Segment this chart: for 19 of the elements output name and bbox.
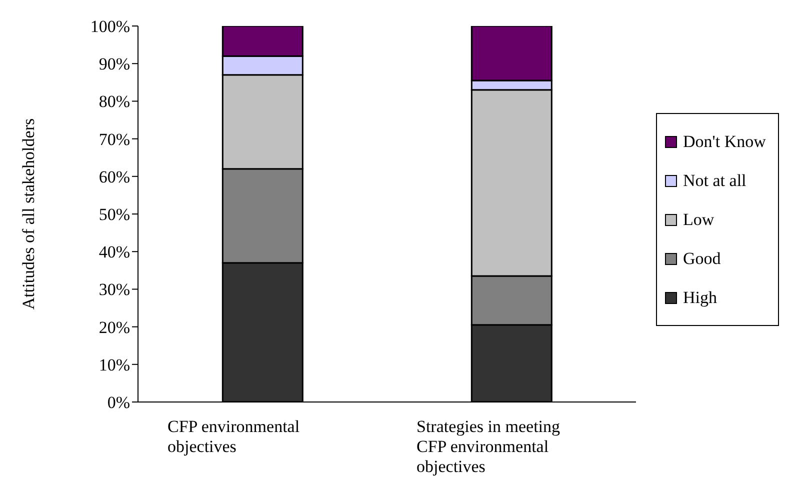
legend-label: Don't Know (683, 132, 766, 152)
legend-label: Good (683, 248, 721, 268)
y-tick-label: 100% (90, 17, 130, 36)
legend-label: Low (683, 210, 714, 230)
x-tick-label: Strategies in meeting CFP environmental objectives (416, 417, 561, 476)
y-tick-label: 90% (98, 54, 130, 74)
y-tick-label: 60% (98, 167, 130, 186)
y-tick-label: 80% (98, 92, 130, 112)
x-tick-label: CFP environmental objectives (168, 417, 300, 456)
y-tick-label: 10% (98, 355, 130, 374)
y-tick-label: 40% (98, 242, 130, 262)
y-axis-title: Attitudes of all stakeholders (19, 118, 38, 310)
legend-label: Not at all (683, 170, 746, 190)
y-tick-label: 0% (107, 393, 130, 412)
y-tick-label: 20% (98, 318, 130, 337)
y-tick-label: 50% (98, 205, 130, 224)
legend-label: High (683, 288, 717, 308)
y-tick-label: 70% (98, 130, 130, 149)
y-tick-label: 30% (98, 280, 130, 300)
